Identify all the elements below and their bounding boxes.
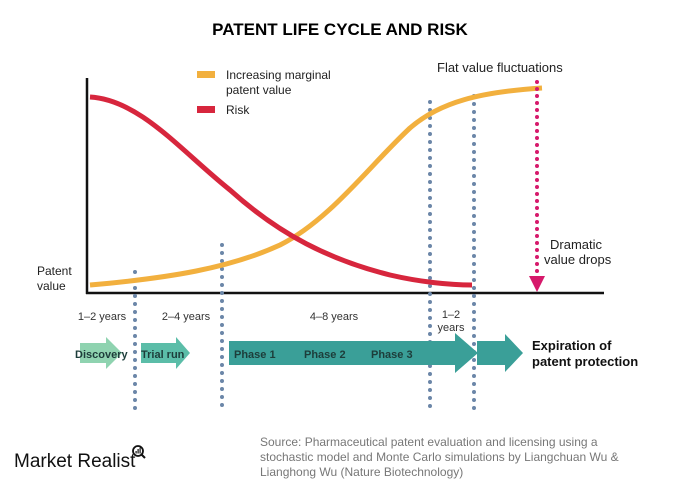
stage-phase-2: Phase 2 xyxy=(304,349,346,361)
duration-final-2: years xyxy=(438,322,465,334)
trial-run-arrow xyxy=(141,337,190,369)
stage-trial-run: Trial run xyxy=(141,349,185,361)
y-axis-label-1: Patent xyxy=(37,264,72,278)
expiration-arrow xyxy=(477,334,523,372)
value-drop-arrowhead xyxy=(529,276,545,292)
expiration-label-1: Expiration of xyxy=(532,338,612,353)
expiration-label-2: patent protection xyxy=(532,354,638,369)
legend-risk-swatch xyxy=(197,106,215,113)
legend-risk-label: Risk xyxy=(226,103,250,117)
risk-curve xyxy=(89,94,473,288)
legend-value-swatch xyxy=(197,71,215,78)
duration-final-1: 1–2 xyxy=(442,309,460,321)
flat-value-annotation: Flat value fluctuations xyxy=(437,60,563,75)
market-realist-logo: Market Realist xyxy=(14,451,136,472)
source-line-1: Source: Pharmaceutical patent evaluation… xyxy=(260,435,598,449)
drop-annotation-1: Dramatic xyxy=(550,237,603,252)
phases-arrow xyxy=(229,333,478,373)
legend-value-label-2: patent value xyxy=(226,83,292,97)
y-axis-label-2: value xyxy=(37,279,66,293)
duration-trial: 2–4 years xyxy=(162,311,211,323)
stage-discovery: Discovery xyxy=(75,349,128,361)
drop-annotation-2: value drops xyxy=(544,252,612,267)
stage-phase-1: Phase 1 xyxy=(234,349,276,361)
duration-discovery: 1–2 years xyxy=(78,311,127,323)
stage-phase-3: Phase 3 xyxy=(371,349,413,361)
legend-value-label-1: Increasing marginal xyxy=(226,68,331,82)
source-line-2: stochastic model and Monte Carlo simulat… xyxy=(260,450,619,464)
diagram-title: PATENT LIFE CYCLE AND RISK xyxy=(212,20,468,39)
discovery-arrow xyxy=(80,337,122,369)
duration-phases: 4–8 years xyxy=(310,311,359,323)
source-line-3: Lianghong Wu (Nature Biotechnology) xyxy=(260,465,463,479)
patent-value-curve xyxy=(89,85,543,288)
magnifier-chart-icon xyxy=(132,445,146,459)
